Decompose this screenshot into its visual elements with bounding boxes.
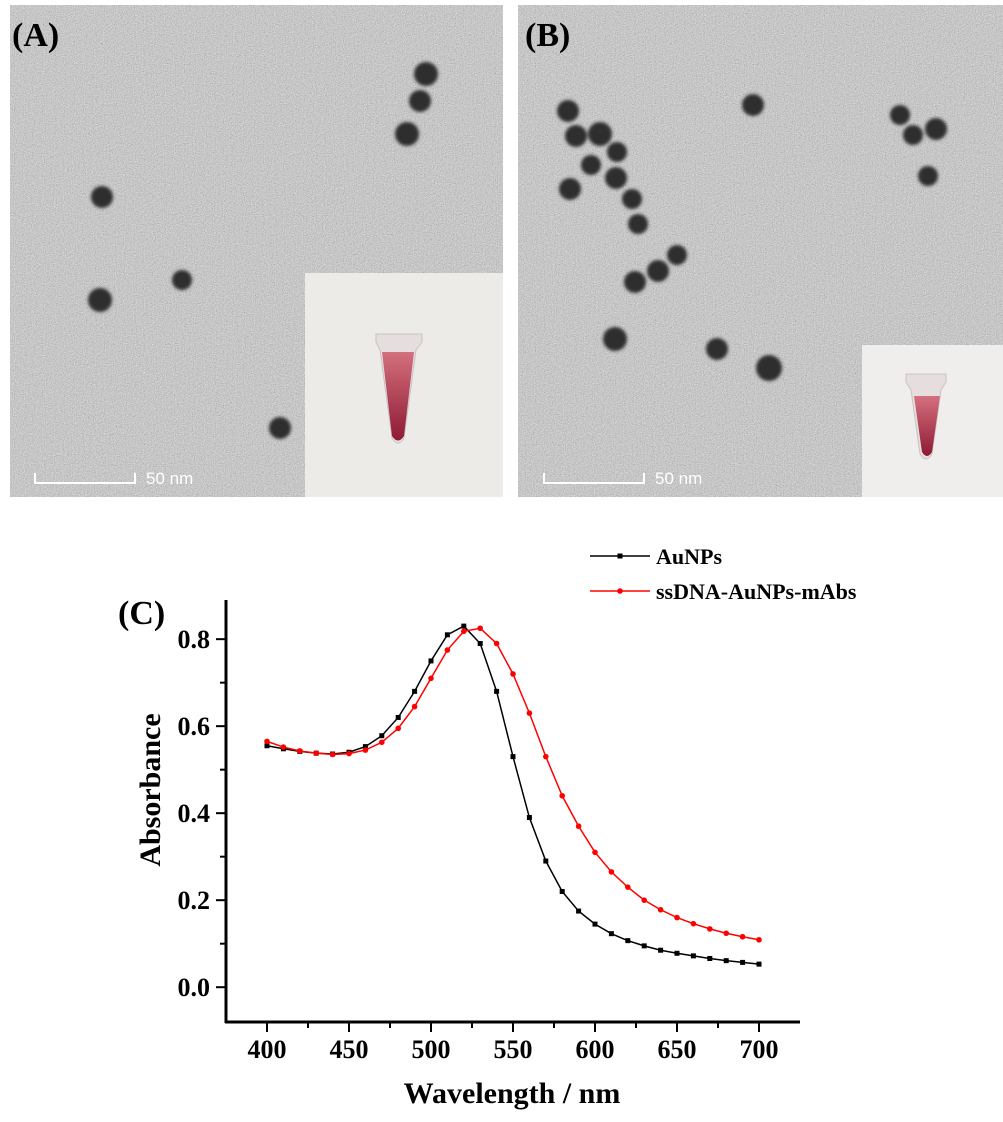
data-point	[444, 647, 451, 653]
data-point	[608, 869, 615, 875]
data-point	[723, 958, 729, 964]
data-point	[543, 858, 549, 864]
data-point	[412, 688, 418, 694]
panel-label: (B)	[525, 17, 570, 54]
data-point	[264, 738, 270, 745]
legend-label: ssDNA-AuNPs-mAbs	[656, 579, 857, 604]
data-point	[428, 675, 434, 682]
data-point	[575, 823, 582, 830]
data-point	[707, 926, 713, 932]
panel-label: (A)	[12, 17, 59, 54]
data-point	[461, 628, 467, 635]
data-point	[674, 950, 680, 956]
spectrum-chart: (C) Wavelength / nm Absorbance 400 450 500…	[118, 544, 857, 1110]
data-point	[641, 897, 647, 903]
scale-bar-label: 50 nm	[146, 469, 193, 488]
data-point	[461, 623, 467, 629]
data-point	[411, 703, 418, 710]
series-line	[266, 625, 760, 965]
data-point	[723, 930, 729, 937]
data-point	[559, 792, 565, 799]
x-tick-label: 700	[740, 1035, 779, 1064]
data-point	[477, 625, 484, 632]
data-point	[674, 914, 680, 921]
data-point	[592, 921, 598, 927]
data-point	[395, 714, 401, 720]
panel-label: (C)	[118, 595, 165, 632]
data-point	[592, 849, 598, 856]
data-point	[444, 632, 450, 638]
data-point	[756, 961, 762, 967]
data-point	[428, 658, 434, 664]
data-point	[641, 943, 647, 949]
data-point	[543, 753, 549, 760]
legend-marker	[617, 588, 623, 594]
data-point	[280, 744, 287, 750]
data-point	[657, 906, 664, 913]
y-tick-label: 0.8	[178, 625, 211, 654]
data-point	[313, 750, 320, 756]
data-point	[658, 947, 664, 953]
x-tick-label: 550	[494, 1035, 533, 1064]
y-tick-label: 0.0	[178, 973, 211, 1002]
tem-image-a: 50 nm (A)	[10, 5, 503, 497]
data-point	[362, 747, 369, 753]
data-point	[526, 710, 533, 716]
y-tick-label: 0.2	[178, 886, 211, 915]
legend-marker	[617, 553, 623, 559]
tem-image-b: 50 nm (B)	[518, 5, 1003, 497]
data-point	[379, 733, 385, 739]
data-point	[690, 953, 696, 959]
data-point	[690, 920, 697, 927]
data-point	[625, 884, 631, 890]
x-tick-label: 450	[330, 1035, 369, 1064]
data-point	[395, 725, 402, 732]
data-point	[494, 688, 500, 694]
data-point	[739, 933, 746, 940]
data-point	[362, 744, 368, 750]
data-point	[297, 748, 303, 754]
data-point	[477, 641, 483, 647]
data-point	[493, 640, 500, 647]
x-tick-label: 650	[658, 1035, 697, 1064]
data-point	[756, 936, 762, 943]
data-point	[707, 955, 713, 961]
x-tick-label: 400	[248, 1035, 287, 1064]
data-point	[625, 938, 631, 944]
data-point	[329, 751, 336, 758]
data-point	[510, 671, 516, 677]
x-axis-title: Wavelength / nm	[404, 1077, 621, 1110]
data-point	[346, 750, 352, 757]
data-point	[379, 739, 385, 746]
data-point	[608, 931, 614, 937]
data-point	[740, 959, 746, 965]
y-tick-label: 0.6	[178, 712, 211, 741]
y-axis-title: Absorbance	[134, 713, 167, 866]
scale-bar-label: 50 nm	[655, 469, 702, 488]
x-tick-label: 600	[576, 1035, 615, 1064]
data-point	[264, 743, 270, 749]
y-tick-label: 0.4	[178, 799, 211, 828]
data-point	[510, 754, 516, 760]
data-point	[576, 908, 582, 914]
data-point	[559, 888, 565, 894]
data-point	[526, 815, 532, 821]
legend-label: AuNPs	[656, 544, 722, 569]
x-tick-label: 500	[412, 1035, 451, 1064]
